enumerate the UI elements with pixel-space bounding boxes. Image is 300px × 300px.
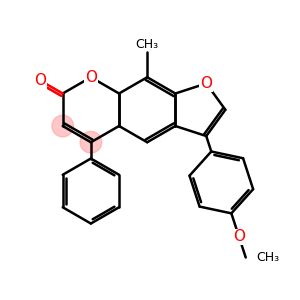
Text: CH₃: CH₃ xyxy=(256,251,280,264)
Text: O: O xyxy=(34,73,46,88)
Text: O: O xyxy=(85,70,97,85)
Circle shape xyxy=(52,115,74,137)
Text: CH₃: CH₃ xyxy=(136,38,159,51)
Circle shape xyxy=(80,131,102,153)
Text: O: O xyxy=(233,230,245,244)
Text: O: O xyxy=(200,76,212,91)
